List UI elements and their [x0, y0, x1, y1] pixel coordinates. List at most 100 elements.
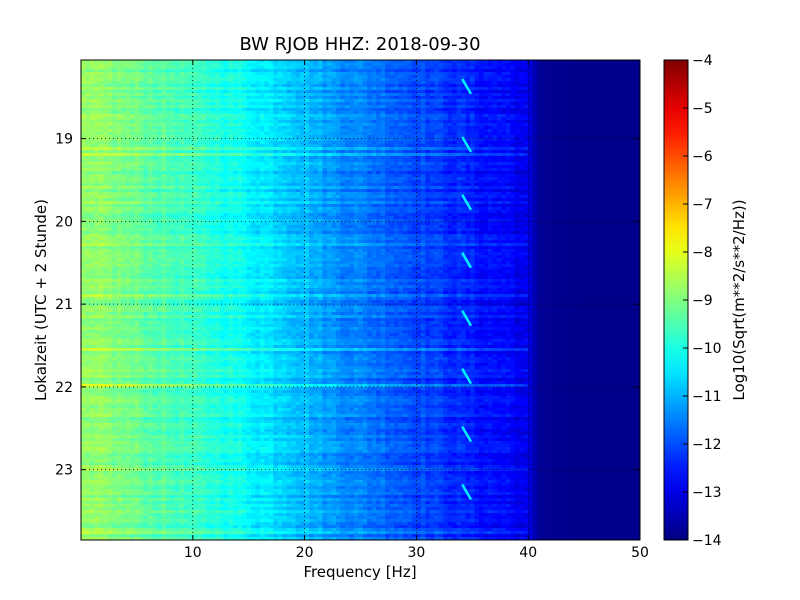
heatmap-cell: [264, 165, 270, 169]
heatmap-cell: [94, 99, 100, 103]
heatmap-cell: [98, 150, 104, 154]
heatmap-cell: [385, 168, 391, 172]
heatmap-cell: [344, 135, 350, 139]
heatmap-cell: [277, 99, 283, 103]
heatmap-cell: [143, 138, 149, 142]
heatmap-cell: [371, 141, 377, 145]
heatmap-cell: [514, 84, 520, 88]
heatmap-cell: [398, 72, 404, 76]
heatmap-cell: [635, 108, 640, 112]
heatmap-cell: [537, 132, 543, 136]
heatmap-cell: [626, 168, 632, 172]
heatmap-cell: [255, 153, 261, 157]
heatmap-cell: [389, 72, 395, 76]
heatmap-cell: [604, 69, 610, 73]
heatmap-cell: [487, 93, 494, 97]
heatmap-cell: [438, 138, 444, 142]
heatmap-cell: [456, 120, 462, 124]
heatmap-cell: [376, 135, 382, 139]
heatmap-cell: [219, 63, 225, 67]
heatmap-cell: [487, 129, 494, 133]
heatmap-cell: [210, 108, 216, 112]
heatmap-cell: [613, 120, 619, 124]
heatmap-cell: [385, 153, 391, 157]
heatmap-cell: [532, 81, 538, 85]
heatmap-cell: [300, 171, 306, 175]
heatmap-cell: [94, 171, 100, 175]
heatmap-cell: [89, 165, 96, 169]
heatmap-cell: [559, 87, 565, 91]
heatmap-cell: [635, 114, 640, 118]
heatmap-cell: [385, 123, 391, 127]
heatmap-cell: [581, 105, 587, 109]
heatmap-cell: [246, 150, 252, 154]
heatmap-cell: [555, 117, 561, 121]
heatmap-cell: [505, 99, 511, 103]
heatmap-cell: [537, 84, 543, 88]
heatmap-cell: [429, 123, 435, 127]
heatmap-cell: [555, 147, 561, 151]
heatmap-cell: [273, 105, 279, 109]
heatmap-cell: [130, 114, 136, 118]
heatmap-cell: [595, 108, 601, 112]
heatmap-cell: [326, 69, 333, 73]
heatmap-cell: [496, 141, 502, 145]
heatmap-cell: [89, 60, 96, 64]
heatmap-cell: [340, 114, 346, 118]
heatmap-cell: [367, 138, 373, 142]
heatmap-cell: [411, 123, 417, 127]
heatmap-cell: [335, 132, 341, 136]
heatmap-cell: [402, 141, 409, 145]
heatmap-cell: [452, 153, 458, 157]
heatmap-cell: [241, 150, 248, 154]
heatmap-cell: [631, 87, 637, 91]
heatmap-cell: [420, 99, 426, 103]
heatmap-cell: [519, 114, 525, 118]
heatmap-cell: [358, 132, 364, 136]
heatmap-cell: [98, 111, 104, 115]
heatmap-cell: [434, 162, 440, 166]
heatmap-cell: [344, 171, 350, 175]
heatmap-cell: [613, 90, 619, 94]
heatmap-cell: [174, 147, 180, 151]
heatmap-cell: [443, 87, 449, 91]
heatmap-cell: [398, 120, 404, 124]
heatmap-cell: [241, 75, 248, 79]
heatmap-cell: [631, 117, 637, 121]
heatmap-cell: [340, 102, 346, 106]
heatmap-cell: [121, 72, 127, 76]
heatmap-cell: [420, 66, 426, 70]
heatmap-cell: [608, 78, 614, 82]
heatmap-cell: [479, 69, 485, 73]
heatmap-cell: [326, 162, 333, 166]
heatmap-cell: [233, 174, 239, 178]
heatmap-cell: [349, 117, 355, 121]
heatmap-cell: [161, 150, 167, 154]
heatmap-cell: [559, 90, 565, 94]
heatmap-cell: [134, 120, 140, 124]
heatmap-cell: [362, 141, 368, 145]
heatmap-cell: [268, 126, 274, 130]
heatmap-cell: [465, 84, 471, 88]
heatmap-cell: [613, 93, 619, 97]
heatmap-cell: [590, 138, 596, 142]
heatmap-cell: [581, 66, 587, 70]
heatmap-cell: [335, 123, 341, 127]
heatmap-cell: [94, 123, 100, 127]
heatmap-cell: [452, 81, 458, 85]
heatmap-cell: [595, 144, 601, 148]
heatmap-cell: [470, 75, 476, 79]
heatmap-cell: [295, 153, 301, 157]
heatmap-cell: [514, 63, 520, 67]
heatmap-cell: [291, 84, 297, 88]
heatmap-cell: [170, 72, 176, 76]
heatmap-cell: [237, 126, 243, 130]
heatmap-cell: [264, 87, 270, 91]
heatmap-cell: [183, 84, 189, 88]
heatmap-cell: [385, 87, 391, 91]
heatmap-cell: [286, 150, 292, 154]
heatmap-cell: [371, 150, 377, 154]
heatmap-cell: [613, 72, 619, 76]
heatmap-cell: [487, 126, 494, 130]
heatmap-cell: [233, 75, 239, 79]
